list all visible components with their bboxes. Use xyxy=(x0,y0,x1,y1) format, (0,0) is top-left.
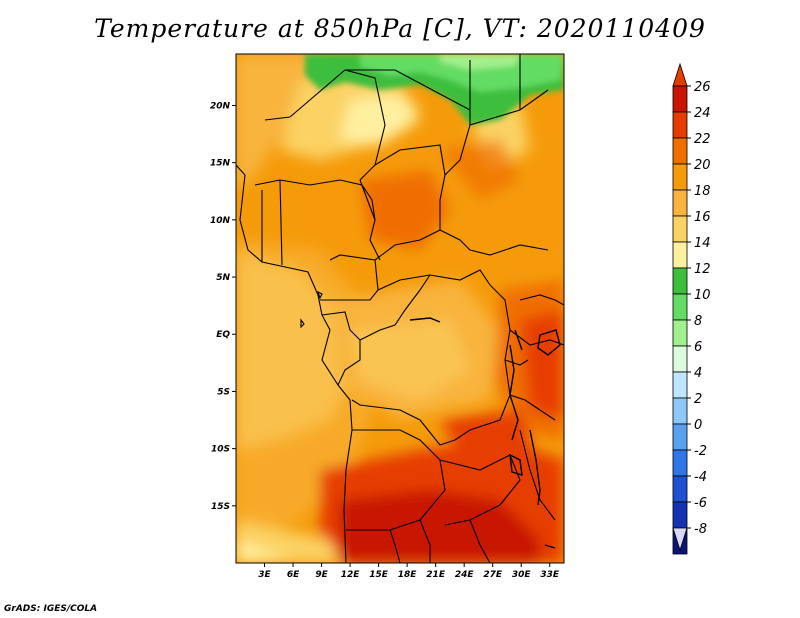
colorbar-label: 6 xyxy=(694,340,702,355)
colorbar-label: 18 xyxy=(694,184,711,199)
colorbar-label: 20 xyxy=(694,158,711,173)
colorbar-label: -4 xyxy=(694,470,707,485)
colorbar-label: -6 xyxy=(694,496,707,511)
colorbar-swatch xyxy=(672,267,688,295)
lat-tick-label: 5N xyxy=(216,273,230,283)
colorbar-swatch xyxy=(672,111,688,139)
colorbar-label: 0 xyxy=(694,418,702,433)
colorbar-swatch xyxy=(672,501,688,529)
lon-tick-label: 9E xyxy=(315,570,328,580)
lon-tick-label: 30E xyxy=(512,570,532,580)
colorbar-label: 14 xyxy=(694,236,711,251)
colorbar-swatch xyxy=(672,241,688,269)
colorbar-label: 24 xyxy=(694,106,711,121)
lat-tick-label: 20N xyxy=(210,101,231,111)
lon-tick-label: 15E xyxy=(369,570,389,580)
colorbar-swatch xyxy=(672,163,688,191)
map-frame xyxy=(235,53,565,564)
lon-tick-label: 18E xyxy=(398,570,418,580)
country-borders xyxy=(236,54,564,563)
lon-tick-label: 27E xyxy=(483,570,503,580)
colorbar-swatch xyxy=(672,397,688,425)
lat-tick-label: 10S xyxy=(211,445,230,455)
colorbar-label: 12 xyxy=(694,262,711,277)
colorbar-swatch xyxy=(672,449,688,477)
colorbar-swatch xyxy=(672,423,688,451)
lat-tick-label: 15N xyxy=(210,159,231,169)
colorbar-label: 2 xyxy=(694,392,702,407)
lon-tick-label: 24E xyxy=(455,570,475,580)
latitude-axis: 20N 15N 10N 5N EQ 5S 10S 15S xyxy=(210,101,236,512)
colorbar-swatch xyxy=(672,85,688,113)
colorbar-label: -2 xyxy=(694,444,707,459)
colorbar-swatch xyxy=(672,215,688,243)
colorbar-swatch xyxy=(672,371,688,399)
colorbar-bottom-triangle xyxy=(672,527,688,552)
colorbar-label: -8 xyxy=(694,522,707,537)
colorbar-swatch xyxy=(672,475,688,503)
colorbar-swatch xyxy=(672,345,688,373)
lat-tick-label: 10N xyxy=(210,216,231,226)
longitude-axis: 3E 6E 9E 12E 15E 18E 21E 24E 27E 30E 33E xyxy=(258,563,560,580)
lon-tick-label: 6E xyxy=(287,570,300,580)
colorbar-label: 10 xyxy=(694,288,711,303)
lat-tick-label: EQ xyxy=(216,330,230,340)
lakes xyxy=(409,317,561,549)
colorbar-top-triangle xyxy=(672,62,688,87)
credit-text: GrADS: IGES/COLA xyxy=(4,604,98,614)
colorbar-label: 4 xyxy=(694,366,702,381)
lat-tick-label: 15S xyxy=(211,502,230,512)
lat-tick-label: 5S xyxy=(217,387,230,397)
lon-tick-label: 12E xyxy=(341,570,361,580)
lon-tick-label: 21E xyxy=(426,570,446,580)
map-title: Temperature at 850hPa [C], VT: 202011040… xyxy=(94,14,706,43)
lon-tick-label: 33E xyxy=(540,570,560,580)
colorbar-label: 16 xyxy=(694,210,711,225)
colorbar-swatch xyxy=(672,137,688,165)
colorbar-swatch xyxy=(672,319,688,347)
colorbar-label: 26 xyxy=(694,80,711,95)
colorbar-swatch xyxy=(672,293,688,321)
colorbar-label: 22 xyxy=(694,132,711,147)
colorbar-label: 8 xyxy=(694,314,702,329)
colorbar-swatch xyxy=(672,189,688,217)
lon-tick-label: 3E xyxy=(258,570,271,580)
